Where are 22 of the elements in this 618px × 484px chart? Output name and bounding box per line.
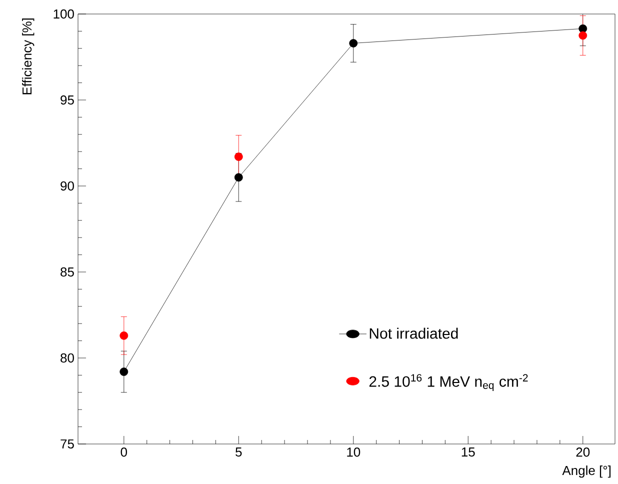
x-tick-label: 20 [576, 448, 590, 457]
y-tick-label: 90 [60, 181, 74, 191]
point [578, 31, 588, 40]
x-tick-label: 5 [236, 448, 242, 457]
point [234, 173, 243, 182]
x-tick-label: 10 [347, 448, 360, 457]
point [120, 331, 128, 340]
y-axis-title: Efficiency [%] [22, 18, 34, 94]
point [578, 24, 588, 33]
y-tick-label: 80 [60, 353, 74, 363]
legend-label: Not irradiated [370, 328, 458, 339]
y-tick-label: 95 [60, 95, 74, 105]
x-tick-label: 15 [462, 448, 475, 457]
legend-label: 2.5 10$^{16}$ 1 MeV n$_{eq}$ cm$^{-2}$ [369, 374, 528, 392]
x-axis-title: Angle [°] [562, 466, 611, 478]
point [349, 39, 358, 48]
y-tick-label: 85 [60, 267, 74, 277]
point [120, 368, 128, 376]
x-tick-label: 0 [120, 448, 128, 457]
point [234, 152, 243, 161]
y-tick-label: 100 [54, 9, 74, 19]
y-tick-label: 75 [60, 439, 74, 449]
